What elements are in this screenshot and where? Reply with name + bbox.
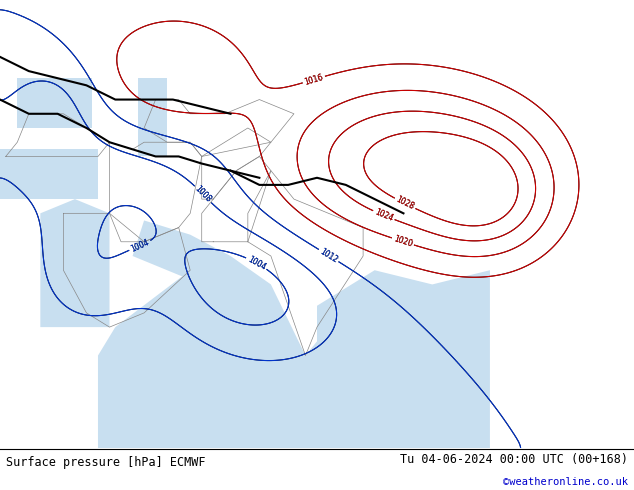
Text: 1004: 1004 (129, 238, 151, 254)
Text: 1004: 1004 (129, 238, 151, 254)
Text: 1024: 1024 (373, 207, 394, 223)
Text: 1012: 1012 (318, 246, 339, 265)
Polygon shape (138, 78, 167, 156)
Text: 1008: 1008 (193, 184, 213, 204)
Text: 1028: 1028 (394, 195, 415, 212)
Text: 1012: 1012 (318, 246, 339, 265)
Polygon shape (41, 199, 110, 327)
Polygon shape (317, 270, 490, 448)
Text: Surface pressure [hPa] ECMWF: Surface pressure [hPa] ECMWF (6, 456, 206, 469)
Text: Tu 04-06-2024 00:00 UTC (00+168): Tu 04-06-2024 00:00 UTC (00+168) (399, 453, 628, 466)
Text: 1024: 1024 (373, 207, 394, 223)
Text: 1028: 1028 (394, 195, 415, 212)
Text: 1008: 1008 (193, 184, 213, 204)
Text: 1016: 1016 (303, 73, 325, 87)
Text: 1020: 1020 (392, 234, 413, 249)
Text: 1004: 1004 (246, 254, 267, 271)
Polygon shape (98, 256, 432, 448)
Text: 1020: 1020 (392, 234, 413, 249)
Polygon shape (17, 78, 92, 128)
Text: 1004: 1004 (246, 254, 267, 271)
Polygon shape (133, 220, 231, 284)
Polygon shape (0, 149, 98, 199)
Text: ©weatheronline.co.uk: ©weatheronline.co.uk (503, 477, 628, 488)
Text: 1016: 1016 (303, 73, 325, 87)
